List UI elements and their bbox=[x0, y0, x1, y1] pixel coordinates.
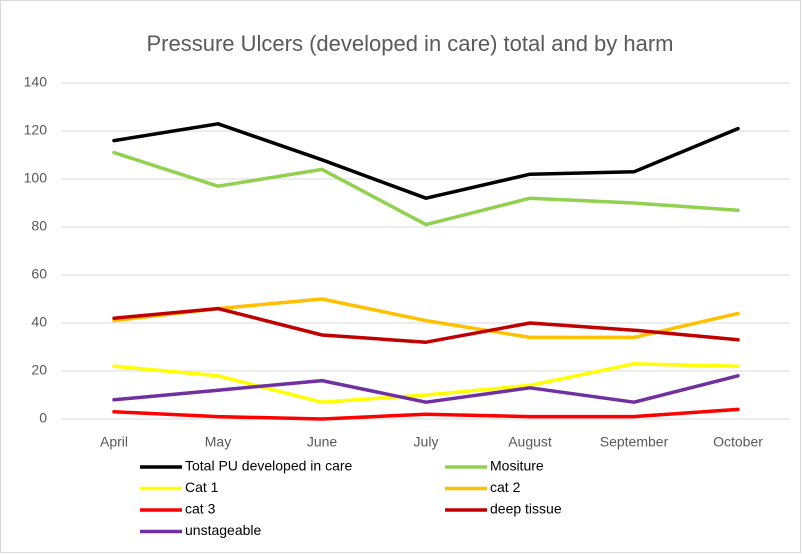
x-tick-label: October bbox=[713, 434, 763, 450]
series-line bbox=[112, 150, 740, 227]
y-tick-label: 100 bbox=[24, 170, 48, 186]
legend-label: Mositure bbox=[490, 458, 544, 474]
x-tick-label: April bbox=[100, 434, 128, 450]
y-tick-label: 80 bbox=[31, 218, 47, 234]
series-line bbox=[112, 306, 740, 344]
y-tick-label: 40 bbox=[31, 314, 47, 330]
series-line bbox=[112, 122, 740, 200]
legend: Total PU developed in care Mositure Cat 1 c… bbox=[140, 458, 562, 538]
chart-title: Pressure Ulcers (developed in care) tota… bbox=[146, 31, 673, 56]
series-line bbox=[112, 407, 740, 421]
x-tick-label: May bbox=[205, 434, 231, 450]
legend-label: Cat 1 bbox=[185, 479, 219, 495]
y-tick-label: 120 bbox=[24, 122, 48, 138]
legend-label: Total PU developed in care bbox=[185, 458, 353, 474]
y-tick-label: 60 bbox=[31, 266, 47, 282]
legend-label: cat 2 bbox=[490, 479, 521, 495]
legend-label: deep tissue bbox=[490, 501, 562, 517]
legend-label: unstageable bbox=[185, 522, 262, 538]
y-tick-label: 140 bbox=[24, 74, 48, 90]
x-tick-label: July bbox=[414, 434, 439, 450]
legend-label: cat 3 bbox=[185, 501, 216, 517]
x-tick-label: September bbox=[600, 434, 669, 450]
x-tick-label: June bbox=[307, 434, 338, 450]
y-tick-label: 20 bbox=[31, 362, 47, 378]
series-line bbox=[112, 362, 740, 404]
y-tick-label: 0 bbox=[39, 410, 47, 426]
series-line bbox=[112, 374, 740, 404]
x-tick-label: August bbox=[508, 434, 552, 450]
